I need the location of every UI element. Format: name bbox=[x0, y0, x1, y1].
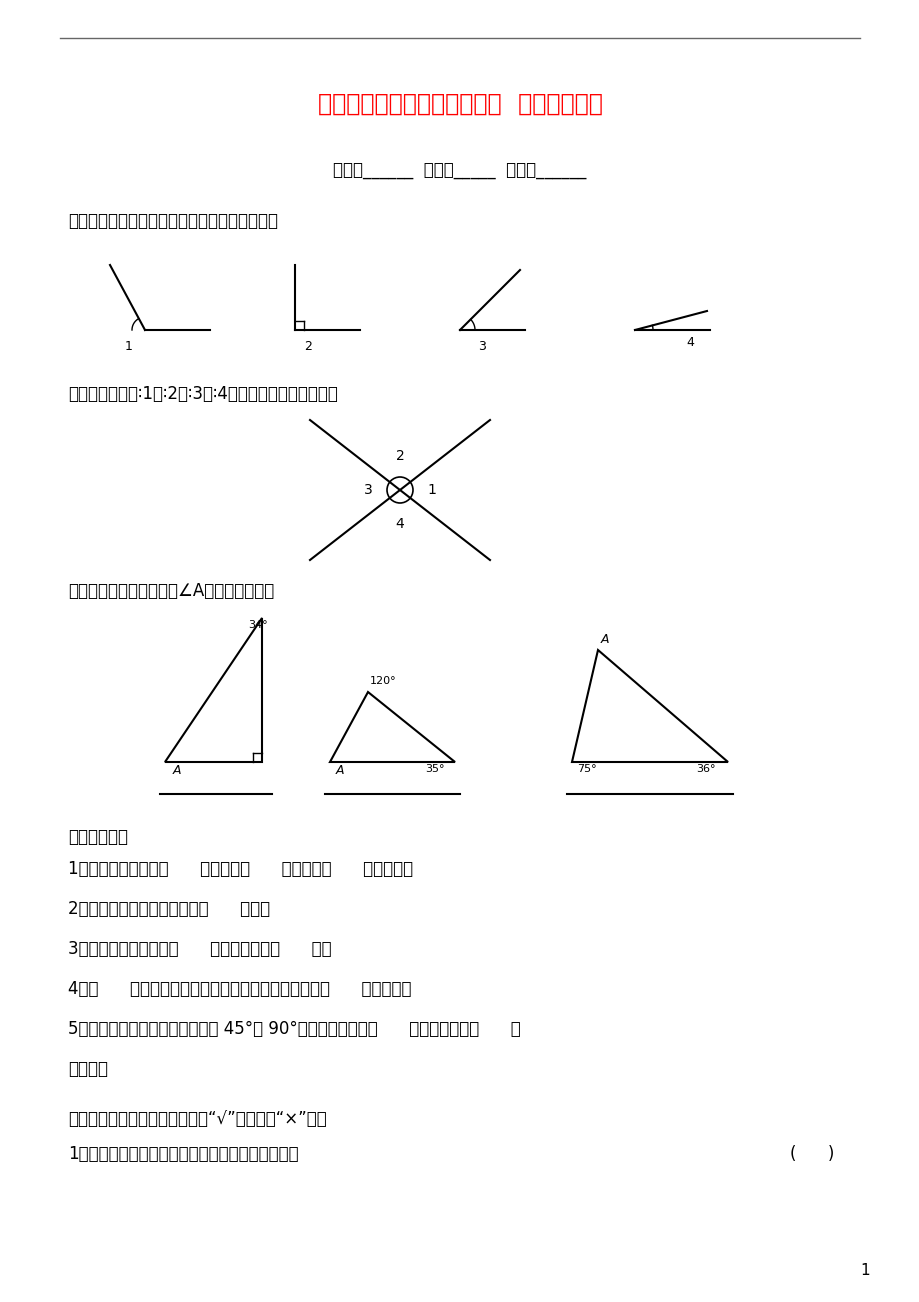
Text: 36°: 36° bbox=[696, 764, 715, 773]
Text: （北师大版）四年级数学下册  三角形内角和: （北师大版）四年级数学下册 三角形内角和 bbox=[317, 92, 602, 116]
Text: 120°: 120° bbox=[369, 676, 396, 686]
Text: 5、一个三角形的两个内角分别是 45°和 90°，另一个内角是（      ），这是一个（      ）: 5、一个三角形的两个内角分别是 45°和 90°，另一个内角是（ ），这是一个（… bbox=[68, 1019, 520, 1038]
Text: 75°: 75° bbox=[576, 764, 596, 773]
Text: 3、等腰三角形的两腰（      ），两个底角（      ）。: 3、等腰三角形的两腰（ ），两个底角（ ）。 bbox=[68, 940, 331, 958]
Text: A: A bbox=[600, 633, 608, 646]
Text: 班级：______  姓名：_____  得分：______: 班级：______ 姓名：_____ 得分：______ bbox=[333, 161, 586, 180]
Text: 1、一个三角形具有（      ）条边，（      ）个角，（      ）个顶点。: 1、一个三角形具有（ ）条边，（ ）个角，（ ）个顶点。 bbox=[68, 861, 413, 878]
Text: 1: 1 bbox=[125, 340, 132, 353]
Text: A: A bbox=[335, 764, 344, 777]
Text: 4、（      ）条边都相等的三角形叫等边三角形，又叫（      ）三角形。: 4、（ ）条边都相等的三角形叫等边三角形，又叫（ ）三角形。 bbox=[68, 980, 411, 999]
Text: 34°: 34° bbox=[248, 620, 267, 630]
Text: A: A bbox=[173, 764, 181, 777]
Text: 五、判断题。（对的在括号里打“√”，错的打“×”。）: 五、判断题。（对的在括号里打“√”，错的打“×”。） bbox=[68, 1111, 326, 1128]
Text: 1: 1 bbox=[859, 1263, 868, 1279]
Text: 2: 2 bbox=[395, 449, 404, 464]
Text: 35°: 35° bbox=[425, 764, 444, 773]
Text: 四、填空题。: 四、填空题。 bbox=[68, 828, 128, 846]
Text: 三角形。: 三角形。 bbox=[68, 1060, 108, 1078]
Text: 二、量出下图中∶1、∶2、∶3、∶4的度数，你有什么发现？: 二、量出下图中∶1、∶2、∶3、∶4的度数，你有什么发现？ bbox=[68, 385, 337, 404]
Text: 三、在下面的三角形中，∠A的度数是多少？: 三、在下面的三角形中，∠A的度数是多少？ bbox=[68, 582, 274, 600]
Text: 3: 3 bbox=[364, 483, 372, 497]
Text: 3: 3 bbox=[478, 340, 485, 353]
Text: 1: 1 bbox=[426, 483, 436, 497]
Text: 1、魐角三角形的内角和大于锐角三角形的内角和。: 1、魐角三角形的内角和大于锐角三角形的内角和。 bbox=[68, 1144, 299, 1163]
Text: 2、锐角三角形的三个角都是（      ）角。: 2、锐角三角形的三个角都是（ ）角。 bbox=[68, 900, 270, 918]
Text: 4: 4 bbox=[395, 517, 404, 531]
Text: 4: 4 bbox=[686, 336, 693, 349]
Text: 2: 2 bbox=[304, 340, 312, 353]
Text: (      ): ( ) bbox=[789, 1144, 834, 1163]
Text: 一、先估一估下图中各角的度数，然后量一量。: 一、先估一估下图中各角的度数，然后量一量。 bbox=[68, 212, 278, 230]
